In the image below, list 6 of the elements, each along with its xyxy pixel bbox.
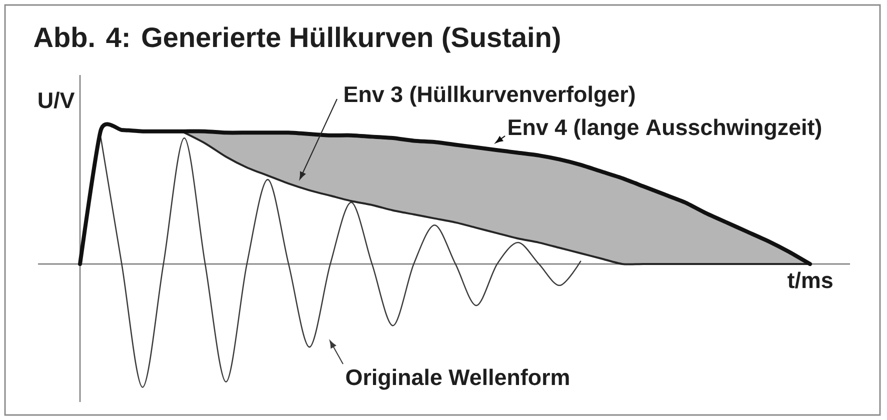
chart-title: Abb. 4: Generierte Hüllkurven (Sustain) <box>34 26 560 53</box>
text: Env 3 (Hüllkurvenverfolger) <box>344 86 635 107</box>
series-label: Originale Wellenform <box>346 368 569 390</box>
y-axis-title: U/V <box>38 92 75 108</box>
x-axis-title: t/ms <box>788 272 832 288</box>
legend-label: Env 4 (lange Ausschwingzeit) <box>508 118 822 140</box>
